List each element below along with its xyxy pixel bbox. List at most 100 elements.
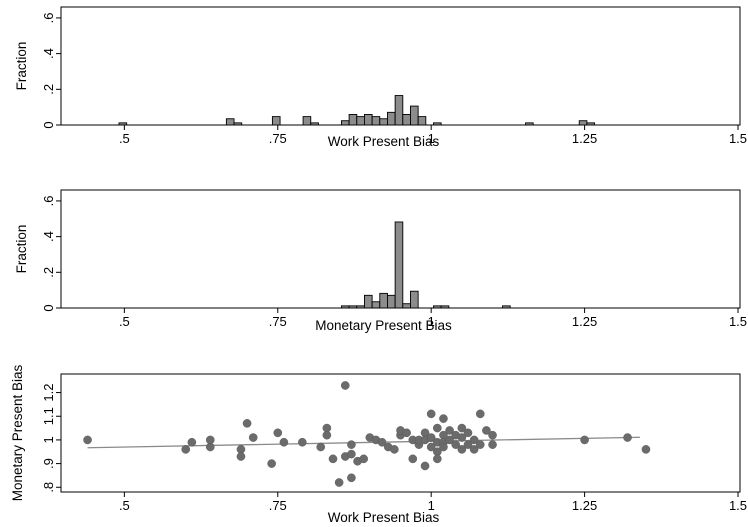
histogram-bar (225, 118, 235, 126)
y-tick-label: 0 (41, 121, 56, 128)
histogram-bar (525, 122, 534, 126)
x-tick-label: 1 (428, 498, 435, 513)
x-axis-title: Work Present Bias (328, 134, 440, 149)
scatter-point (181, 445, 191, 454)
histogram-bar (363, 294, 373, 309)
scatter-point (408, 454, 418, 464)
y-tick-label: .4 (41, 48, 56, 59)
histogram-bar (340, 120, 350, 126)
scatter-point (347, 440, 356, 449)
scatter-point (426, 409, 436, 419)
scatter-point (433, 423, 442, 433)
fit-line (87, 436, 640, 449)
y-tick-label: .8 (41, 482, 56, 493)
y-tick-label: .4 (41, 231, 56, 242)
x-tick-label: .5 (119, 314, 130, 329)
x-tick-label: 1.25 (572, 498, 597, 513)
y-axis-title: Fraction (14, 42, 29, 91)
scatter-point (488, 430, 497, 440)
y-tick-label: .6 (41, 13, 56, 24)
histogram-bar (387, 294, 396, 309)
histogram-bar (371, 301, 381, 309)
scatter-point (298, 437, 307, 447)
scatter-point (475, 440, 485, 449)
y-tick-label: .2 (41, 267, 56, 278)
histogram-bar (356, 116, 365, 126)
y-tick-label: .2 (41, 84, 56, 95)
histogram-bar (410, 290, 419, 309)
scatter-point (439, 414, 448, 423)
scatter-panel: .5 .75 1 1.25 1.5 .8 .9 1 1.1 1.2 Work Present Bia… (10, 364, 747, 525)
scatter-point (273, 428, 283, 438)
scatter-point (580, 435, 589, 445)
histogram-bar (578, 120, 588, 126)
histogram-bar (271, 116, 281, 126)
histogram-bar (348, 305, 358, 309)
scatter-point (488, 440, 497, 449)
histogram-bar (440, 305, 450, 309)
scatter-point (469, 435, 479, 445)
scatter-point (426, 442, 436, 452)
x-tick-label: 1.5 (729, 498, 747, 513)
scatter-point (359, 454, 368, 464)
scatter-point (236, 452, 246, 461)
y-tick-label: .9 (41, 458, 56, 469)
scatter-point (426, 433, 436, 442)
histogram-bar (348, 114, 358, 126)
y-tick-label: .6 (41, 196, 56, 207)
scatter-point (347, 473, 356, 483)
scatter-point (433, 454, 442, 464)
plot-frame (60, 373, 741, 493)
scatter-point (248, 433, 258, 442)
y-axis-title: Fraction (14, 225, 29, 274)
histogram-bar (433, 305, 442, 309)
scatter-point (457, 423, 467, 433)
x-tick-label: 1.5 (729, 131, 747, 146)
x-tick-label: 1.25 (572, 314, 597, 329)
histogram-bar (387, 111, 396, 126)
scatter-point (439, 442, 448, 452)
histogram-bar (118, 122, 128, 126)
x-tick-label: 1.5 (729, 314, 747, 329)
x-tick-label: 1 (428, 131, 435, 146)
y-tick-label: 0 (41, 304, 56, 311)
histogram-bar (371, 116, 381, 126)
scatter-point (187, 437, 197, 447)
histogram-bar (356, 305, 365, 309)
scatter-point (623, 433, 632, 442)
histogram-bar (394, 95, 404, 126)
scatter-point (279, 437, 289, 447)
x-tick-label: .75 (269, 498, 287, 513)
histogram-bar (310, 122, 319, 126)
y-tick-label: 1 (41, 436, 56, 443)
y-axis-title: Monetary Present Bias (10, 364, 25, 501)
y-tick-label: 1.1 (41, 407, 56, 425)
scatter-point (267, 459, 276, 468)
scatter-point (420, 461, 430, 471)
scatter-point (322, 430, 332, 440)
scatter-point (377, 437, 387, 447)
scatter-point (463, 440, 473, 449)
scatter-point (463, 428, 473, 438)
scatter-point (469, 445, 479, 454)
scatter-point (340, 381, 350, 390)
histogram-bar (363, 114, 373, 126)
histogram-bar (233, 122, 243, 126)
scatter-point (390, 445, 399, 454)
histogram-bar (410, 105, 419, 126)
scatter-point (482, 426, 491, 435)
work-histogram-panel: .5 .75 1 1.25 1.5 0 .2 .4 .6 Work Present Bias Fra… (14, 6, 747, 149)
scatter-point (205, 435, 215, 445)
scatter-point (242, 419, 252, 428)
x-axis-title: Work Present Bias (328, 510, 440, 525)
histogram-bar (379, 292, 388, 309)
scatter-point (334, 478, 344, 487)
histogram-bar (417, 116, 427, 126)
histogram-bar (302, 116, 312, 126)
scatter-point (347, 449, 356, 459)
scatter-point (402, 428, 411, 438)
scatter-point (445, 426, 454, 435)
histogram-bar (402, 114, 411, 126)
